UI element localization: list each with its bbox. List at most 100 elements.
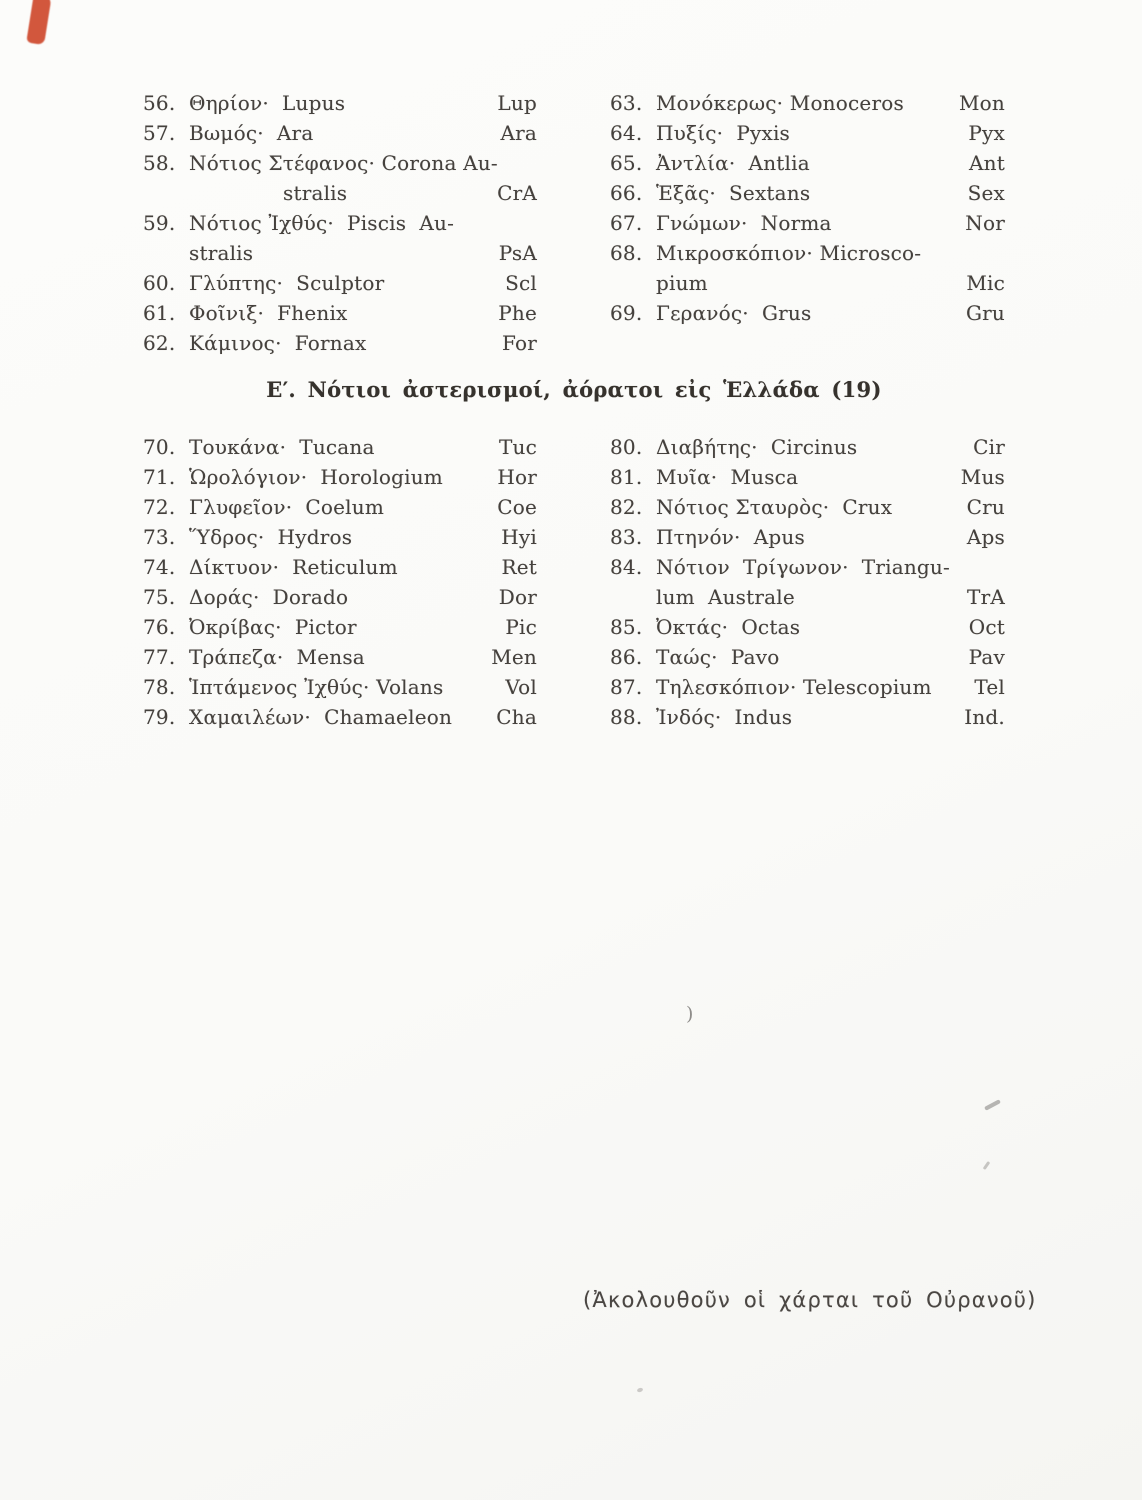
entry-number: 80.	[610, 435, 643, 459]
constellation-table-bottom: 70. Τουκάνα· Tucana Tuc 71. Ὡρολόγιον· H…	[143, 432, 1005, 732]
entry-number: 86.	[610, 645, 643, 669]
entry-number: 87.	[610, 675, 643, 699]
entry-line: 82. Νότιος Σταυρὸς· Crux Cru	[610, 492, 1005, 522]
entry-name: Νότιος Ἰχθύς· Piscis Au-	[189, 211, 455, 235]
entry-number: 70.	[143, 435, 176, 459]
entry-abbr: Phe	[498, 301, 537, 325]
entry-line: 76. Ὀκρίβας· Pictor Pic	[143, 612, 537, 642]
constellation-row: 68. Μικροσκόπιον· Microsco- pium Mic	[610, 238, 1005, 298]
entry-line: 71. Ὡρολόγιον· Horologium Hor	[143, 462, 537, 492]
entry-name: Χαμαιλέων· Chamaeleon	[189, 705, 453, 729]
entry-abbr: Hyi	[501, 525, 537, 549]
entry-name: Γλυφεῖον· Coelum	[189, 495, 385, 519]
entry-line: 58. Νότιος Στέφανος· Corona Au-	[143, 148, 537, 178]
entry-abbr: Ind.	[964, 705, 1005, 729]
entry-line: 86. Ταώς· Pavo Pav	[610, 642, 1005, 672]
entry-number: 59.	[143, 211, 176, 235]
entry-abbr: Ant	[969, 151, 1005, 175]
constellation-row: 88. Ἰνδός· Indus Ind.	[610, 702, 1005, 732]
entry-name: Κάμινος· Fornax	[189, 331, 367, 355]
entry-line: 62. Κάμινος· Fornax For	[143, 328, 537, 358]
footer-note: (Ἀκολουθοῦν οἱ χάρται τοῦ Οὐρανοῦ)	[583, 1288, 1037, 1312]
entry-abbr: Tuc	[498, 435, 537, 459]
entry-number: 56.	[143, 91, 176, 115]
constellation-row: 65. Ἀντλία· Antlia Ant	[610, 148, 1005, 178]
constellation-row: 80. Διαβήτης· Circinus Cir	[610, 432, 1005, 462]
entry-name: Ἰνδός· Indus	[656, 705, 793, 729]
entry-line: 65. Ἀντλία· Antlia Ant	[610, 148, 1005, 178]
entry-continuation-line: lum Australe TrA	[610, 582, 1005, 612]
entry-number: 73.	[143, 525, 176, 549]
entry-line: 79. Χαμαιλέων· Chamaeleon Cha	[143, 702, 537, 732]
constellation-row: 72. Γλυφεῖον· Coelum Coe	[143, 492, 537, 522]
constellation-row: 77. Τράπεζα· Mensa Men	[143, 642, 537, 672]
constellation-row: 59. Νότιος Ἰχθύς· Piscis Au- stralis PsA	[143, 208, 537, 268]
entry-continuation: lum Australe	[656, 585, 795, 609]
constellation-row: 87. Τηλεσκόπιον· Telescopium Tel	[610, 672, 1005, 702]
entry-line: 87. Τηλεσκόπιον· Telescopium Tel	[610, 672, 1005, 702]
entry-line: 74. Δίκτυον· Reticulum Ret	[143, 552, 537, 582]
constellation-row: 64. Πυξίς· Pyxis Pyx	[610, 118, 1005, 148]
stray-speck-mark	[636, 1387, 644, 1393]
constellation-row: 61. Φοῖνιξ· Fhenix Phe	[143, 298, 537, 328]
entry-number: 68.	[610, 241, 643, 265]
entry-abbr: Scl	[505, 271, 537, 295]
entry-line: 80. Διαβήτης· Circinus Cir	[610, 432, 1005, 462]
entry-abbr: TrA	[967, 585, 1005, 609]
entry-line: 68. Μικροσκόπιον· Microsco-	[610, 238, 1005, 268]
entry-line: 57. Βωμός· Ara Ara	[143, 118, 537, 148]
entry-number: 60.	[143, 271, 176, 295]
table-bottom-column-left: 70. Τουκάνα· Tucana Tuc 71. Ὡρολόγιον· H…	[143, 432, 537, 732]
entry-name: Φοῖνιξ· Fhenix	[189, 301, 348, 325]
entry-abbr: Vol	[505, 675, 537, 699]
entry-abbr: Aps	[966, 525, 1005, 549]
constellation-row: 85. Ὀκτάς· Octas Oct	[610, 612, 1005, 642]
table-top-column-right: 63. Μονόκερως· Monoceros Mon 64. Πυξίς· …	[610, 88, 1005, 328]
entry-name: Μικροσκόπιον· Microsco-	[656, 241, 922, 265]
entry-name: Ταώς· Pavo	[656, 645, 780, 669]
entry-continuation-line: stralis CrA	[143, 178, 537, 208]
entry-abbr: Ara	[500, 121, 537, 145]
entry-abbr: Pic	[505, 615, 537, 639]
entry-continuation: stralis	[283, 181, 348, 205]
constellation-row: 86. Ταώς· Pavo Pav	[610, 642, 1005, 672]
entry-abbr: Mus	[960, 465, 1005, 489]
entry-name: Πυξίς· Pyxis	[656, 121, 791, 145]
entry-name: Τράπεζα· Mensa	[189, 645, 365, 669]
entry-number: 66.	[610, 181, 643, 205]
constellation-row: 62. Κάμινος· Fornax For	[143, 328, 537, 358]
entry-number: 62.	[143, 331, 176, 355]
entry-line: 70. Τουκάνα· Tucana Tuc	[143, 432, 537, 462]
entry-abbr: Mon	[958, 91, 1005, 115]
entry-line: 78. Ἱπτάμενος Ἰχθύς· Volans Vol	[143, 672, 537, 702]
constellation-row: 76. Ὀκρίβας· Pictor Pic	[143, 612, 537, 642]
entry-abbr: CrA	[497, 181, 537, 205]
entry-number: 74.	[143, 555, 176, 579]
section-heading: Ε′. Νότιοι ἀστερισμοί, ἀόρατοι εἰς Ἑλλάδ…	[266, 377, 882, 402]
entry-abbr: Hor	[497, 465, 537, 489]
entry-line: 61. Φοῖνιξ· Fhenix Phe	[143, 298, 537, 328]
entry-abbr: Mic	[966, 271, 1005, 295]
entry-name: Ὀκρίβας· Pictor	[189, 615, 357, 639]
entry-name: Νότιος Σταυρὸς· Crux	[656, 495, 893, 519]
table-bottom-column-right: 80. Διαβήτης· Circinus Cir 81. Μυῖα· Mus…	[610, 432, 1005, 732]
entry-number: 61.	[143, 301, 176, 325]
entry-abbr: Ret	[501, 555, 537, 579]
stray-tick-mark	[982, 1160, 991, 1171]
entry-line: 85. Ὀκτάς· Octas Oct	[610, 612, 1005, 642]
entry-name: Πτηνόν· Apus	[656, 525, 805, 549]
entry-abbr: Dor	[498, 585, 537, 609]
entry-line: 81. Μυῖα· Musca Mus	[610, 462, 1005, 492]
entry-abbr: Oct	[968, 615, 1005, 639]
entry-line: 75. Δοράς· Dorado Dor	[143, 582, 537, 612]
entry-number: 64.	[610, 121, 643, 145]
entry-number: 85.	[610, 615, 643, 639]
entry-line: 64. Πυξίς· Pyxis Pyx	[610, 118, 1005, 148]
entry-name: Γερανός· Grus	[656, 301, 812, 325]
constellation-row: 66. Ἑξᾶς· Sextans Sex	[610, 178, 1005, 208]
entry-number: 57.	[143, 121, 176, 145]
entry-abbr: Gru	[965, 301, 1005, 325]
entry-number: 72.	[143, 495, 176, 519]
constellation-row: 60. Γλύπτης· Sculptor Scl	[143, 268, 537, 298]
